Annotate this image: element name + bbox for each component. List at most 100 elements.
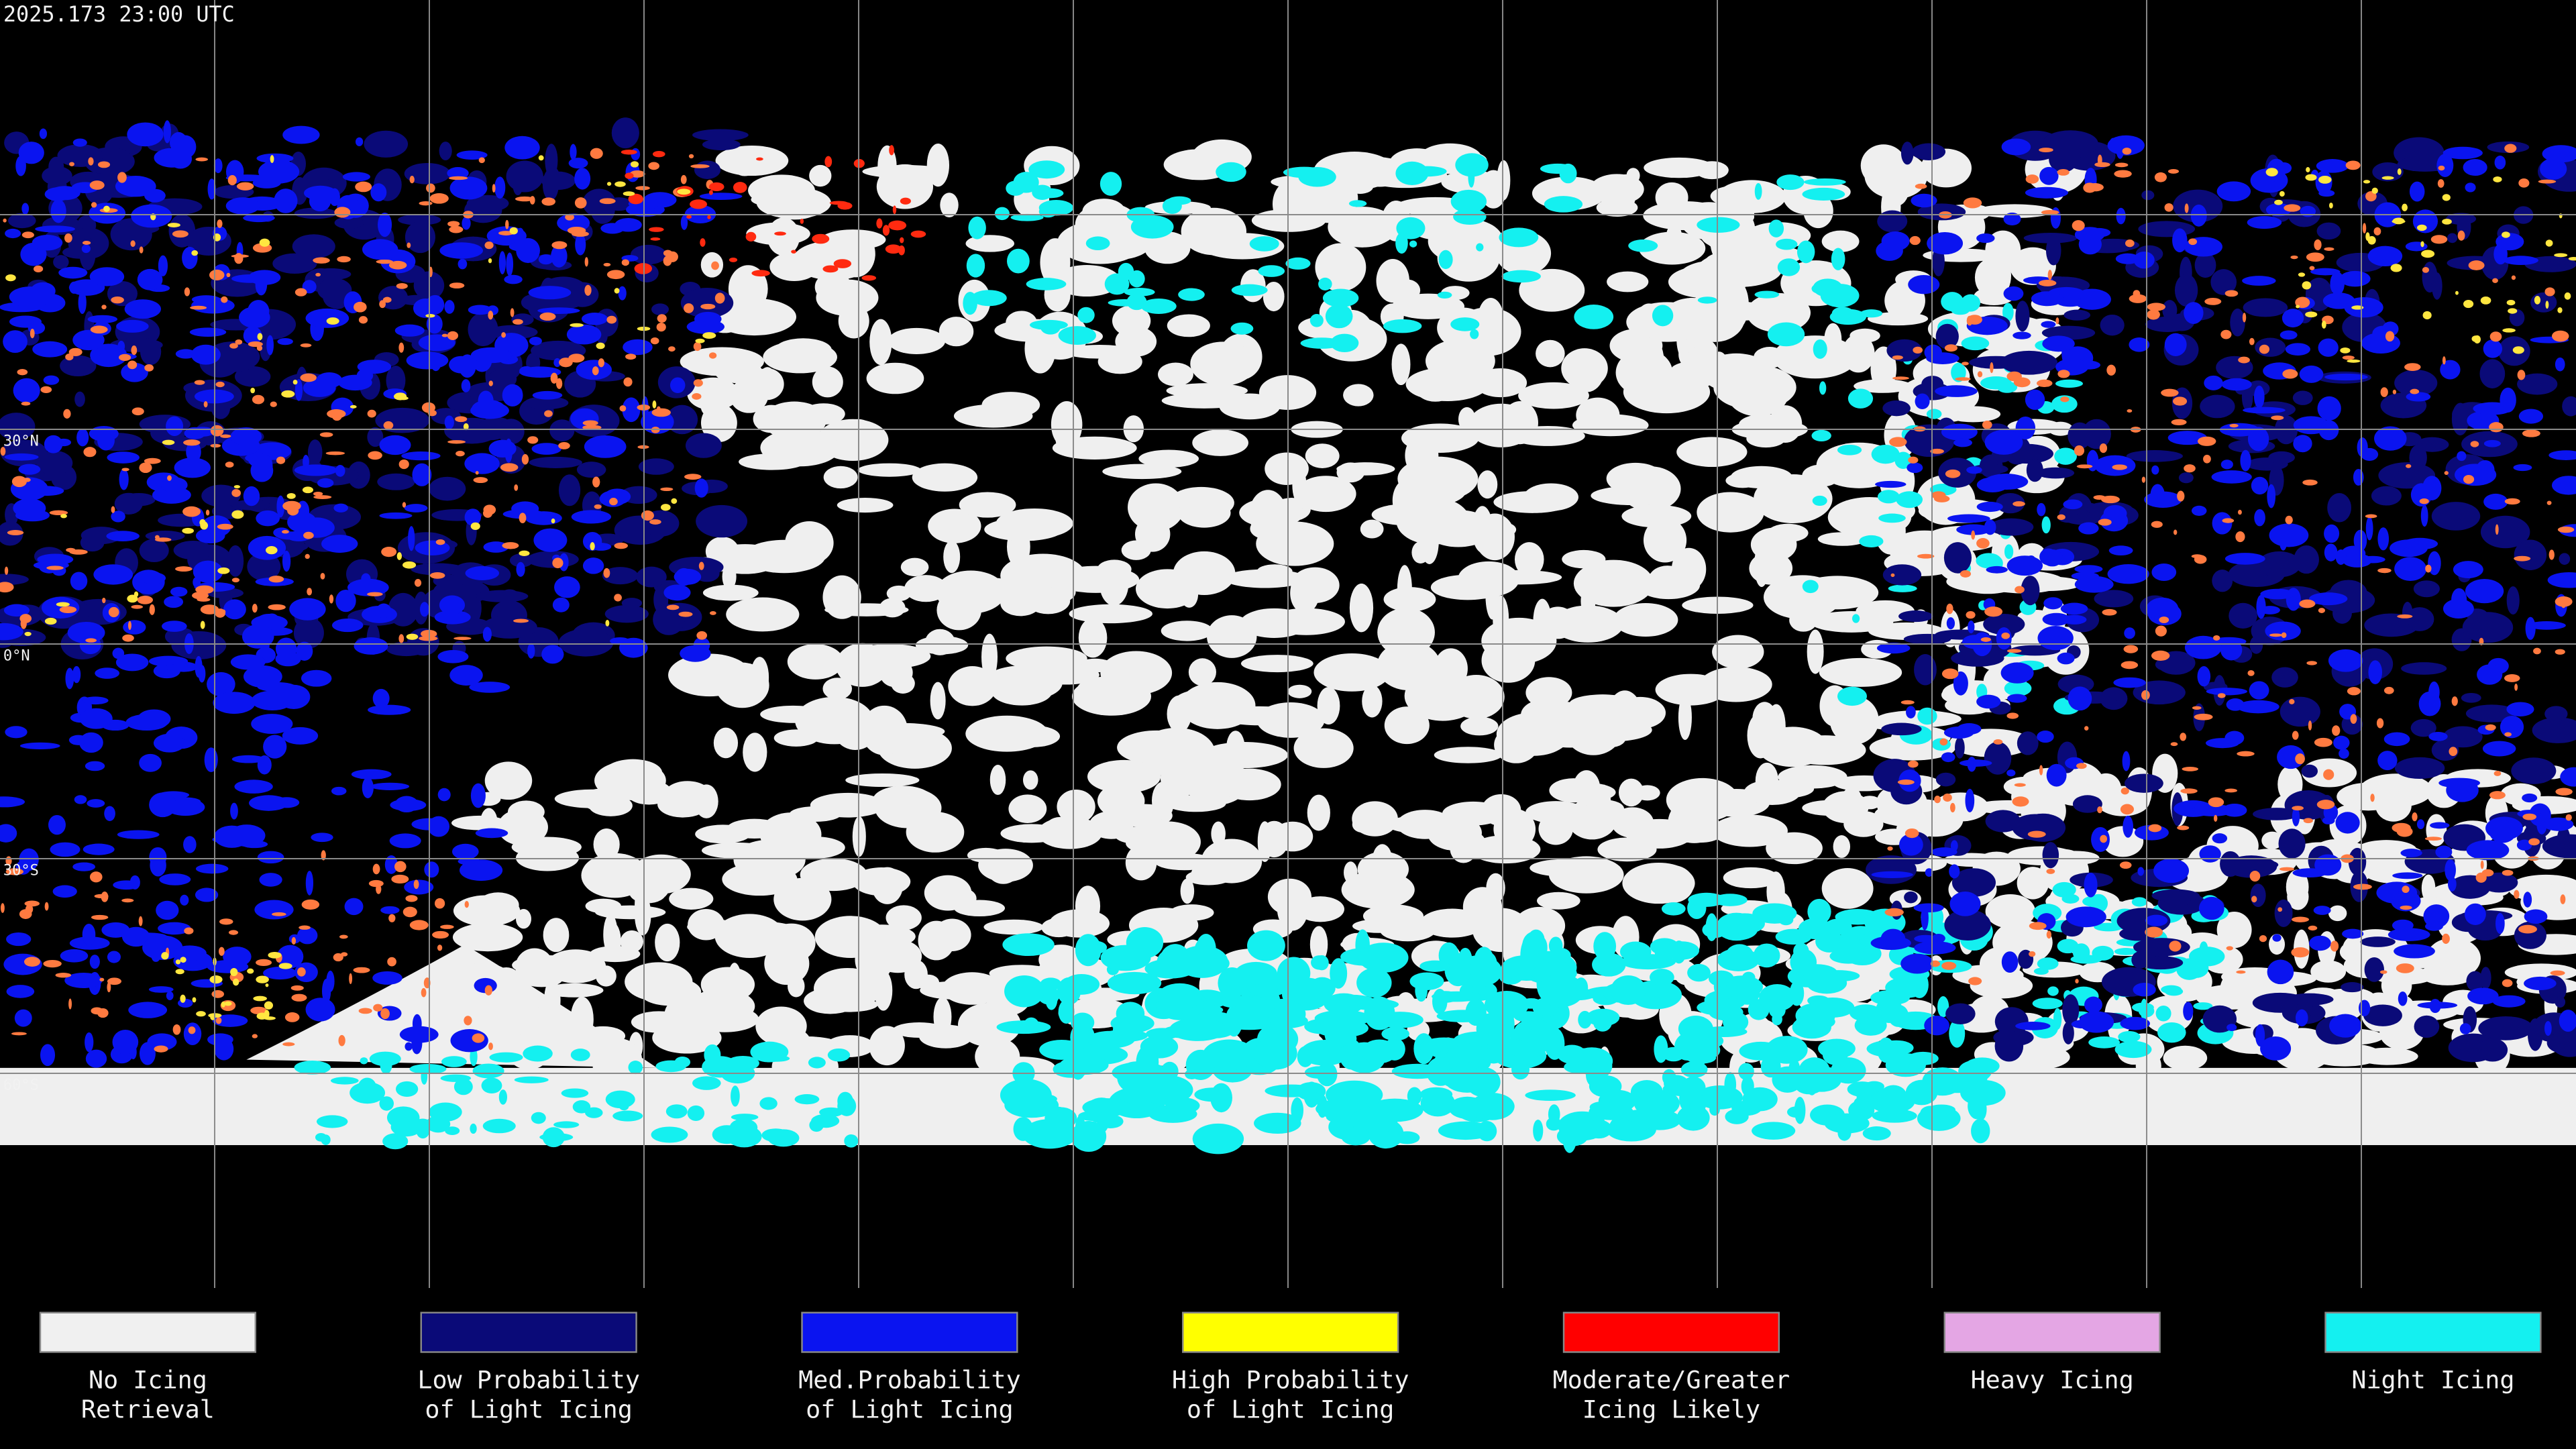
cloud-patch [5,228,21,239]
cloud-patch [2402,885,2410,894]
cloud-patch [2003,776,2047,797]
cloud-patch [1295,476,1356,513]
cloud-patch [1071,677,1151,716]
cloud-patch [398,214,441,226]
cloud-patch [2335,812,2360,834]
cloud-patch [2302,281,2312,290]
cloud-patch [1870,346,1897,392]
cloud-patch [1525,1089,1576,1102]
cloud-patch [2242,313,2247,323]
cloud-patch [773,729,818,747]
cloud-patch [1882,400,1911,417]
cloud-patch [2496,233,2524,251]
cloud-patch [2120,804,2134,815]
cloud-patch [1548,936,1563,955]
cloud-patch [702,332,716,339]
cloud-patch [1477,1120,1497,1142]
cloud-patch [2314,239,2322,250]
cloud-patch [2410,388,2420,394]
cloud-patch [1812,495,1827,506]
cloud-patch [2086,183,2104,192]
cloud-patch [1887,846,1893,851]
cloud-patch [2129,294,2147,303]
cloud-patch [313,257,330,264]
cloud-patch [39,128,48,140]
cloud-patch [2437,179,2445,188]
cloud-patch [200,521,209,530]
cloud-patch [5,868,24,875]
cloud-patch [1078,618,1108,658]
cloud-patch [43,959,62,968]
cloud-patch [1866,855,1917,884]
cloud-patch [2174,529,2178,535]
cloud-patch [1307,794,1330,831]
cloud-patch [2551,1027,2576,1057]
cloud-patch [991,677,1053,706]
cloud-patch [112,1030,139,1055]
cloud-patch [1559,163,1577,184]
cloud-patch [103,205,110,212]
cloud-patch [390,798,427,812]
cloud-patch [1483,953,1497,978]
cloud-patch [2075,979,2079,983]
cloud-patch [1450,834,1477,863]
cloud-patch [449,225,464,233]
cloud-patch [2068,422,2092,449]
cloud-patch [900,237,904,244]
cloud-patch [2147,303,2165,311]
cloud-patch [812,233,830,244]
cloud-patch [1884,908,1904,917]
cloud-patch [233,978,239,986]
legend-label: Night Icing [2351,1365,2514,1394]
cloud-patch [284,1012,300,1022]
cloud-patch [2115,253,2140,264]
cloud-patch [1173,551,1236,596]
cloud-patch [700,397,717,416]
cloud-patch [131,604,144,609]
cloud-patch [1635,337,1664,381]
cloud-patch [370,183,387,202]
cloud-patch [708,352,717,359]
legend-label: of Light Icing [425,1395,633,1424]
cloud-patch [421,402,435,413]
cloud-patch [666,405,698,435]
cloud-patch [1711,814,1788,847]
cloud-patch [2511,757,2557,784]
cloud-patch [153,733,185,753]
cloud-patch [2518,178,2530,188]
cloud-patch [412,463,432,486]
cloud-patch [1161,392,1247,409]
cloud-patch [1022,1119,1078,1149]
cloud-patch [2046,930,2052,939]
cloud-patch [2353,468,2364,486]
cloud-patch [1803,178,1846,186]
cloud-patch [243,486,260,506]
cloud-patch [871,867,903,904]
cloud-patch [1438,250,1453,270]
cloud-patch [174,458,211,478]
cloud-patch [1006,646,1087,671]
cloud-patch [2147,309,2160,320]
cloud-patch [694,478,708,498]
cloud-patch [660,504,671,511]
cloud-patch [1533,1119,1544,1142]
cloud-patch [2277,907,2283,912]
cloud-patch [1939,738,1948,746]
cloud-patch [731,1085,740,1107]
cloud-patch [406,352,449,370]
cloud-patch [1724,917,1760,930]
cloud-patch [2547,572,2576,588]
cloud-patch [171,631,227,660]
cloud-patch [2561,603,2566,608]
cloud-patch [52,885,77,898]
cloud-patch [582,420,598,426]
cloud-patch [1655,182,1688,213]
cloud-patch [2328,649,2363,672]
cloud-patch [1917,1106,1961,1131]
cloud-patch [2502,979,2513,987]
cloud-patch [2003,212,2021,226]
cloud-patch [835,643,890,687]
cloud-patch [1926,409,1942,419]
cloud-patch [948,666,997,706]
cloud-patch [2506,702,2534,716]
